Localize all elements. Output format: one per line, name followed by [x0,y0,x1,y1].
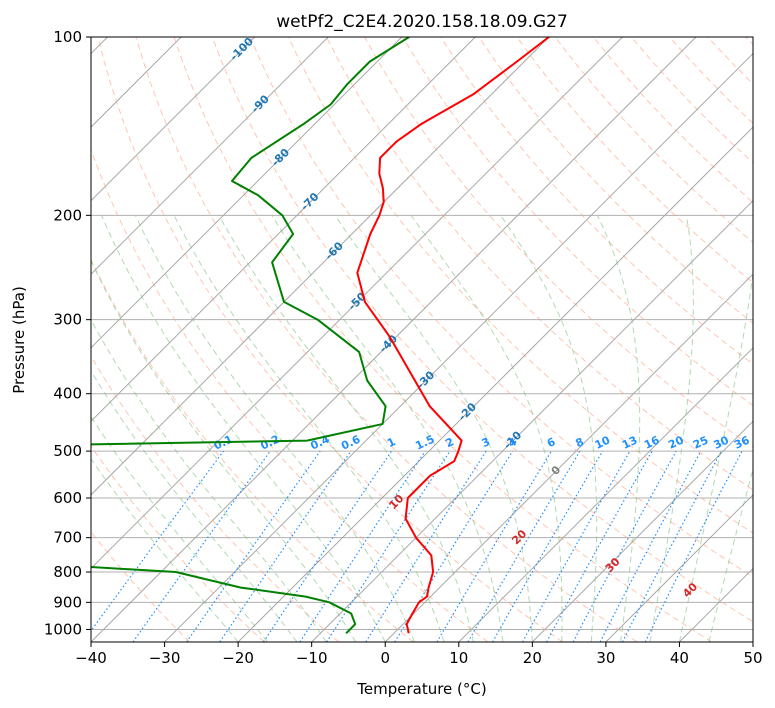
mixing-ratio-label: 16 [642,433,662,451]
plot-frame [90,36,754,643]
isotherm-line [458,347,753,642]
mixing-ratio-line [299,450,426,642]
x-tick-label: 30 [596,649,615,667]
y-tick-label: 700 [53,529,82,547]
y-tick-label: 100 [53,28,82,46]
y-tick-label: 300 [53,311,82,329]
y-axis: 100 200 300 400 500 600 700 800 900 1000 [44,28,91,638]
x-axis: −40 −30 −20 −10 0 10 20 30 40 50 [75,642,763,667]
mixing-ratio-label: 13 [620,434,639,452]
x-tick-label: 20 [523,649,542,667]
mixing-ratio-label: 20 [666,433,686,451]
x-tick-label: −30 [149,649,181,667]
y-tick-label: 1000 [44,620,82,638]
moist-adiabat [134,215,416,642]
mixing-ratio-label: 30 [711,433,731,451]
isotherm-line [91,37,697,642]
mixing-ratio-label: 10 [593,433,613,451]
isotherm-line [91,37,403,349]
dry-adiabat [91,355,340,642]
chart-title: wetPf2_C2E4.2020.158.18.09.G27 [276,12,568,32]
mixing-ratio-line [521,450,631,642]
mixing-ratio-line [91,450,224,632]
mixing-ratio-line [394,450,514,642]
dry-adiabat [97,37,563,642]
mixing-ratio-line [546,450,653,642]
x-tick-label: −20 [222,649,254,667]
x-tick-label: 10 [449,649,468,667]
isotherm-line [91,37,476,423]
moist-adiabat [91,457,239,642]
temperature-line [356,37,550,634]
isotherm-line [91,37,256,202]
dry-adiabat [135,37,638,642]
isotherm-line [164,52,753,642]
isotherm-line [91,37,329,275]
mixing-ratio-label: 36 [732,433,752,451]
dry-adiabat [173,37,713,642]
mixing-ratio-line [644,450,743,642]
isotherm-line [605,494,753,642]
mixing-ratio-line [219,450,352,642]
x-tick-label: −40 [75,649,107,667]
moist-adiabat [678,270,753,642]
moist-adiabat [410,215,563,642]
isotherm-line [91,37,623,570]
moist-adiabat [173,215,445,642]
isotherm-line [384,273,753,642]
y-tick-label: 200 [53,206,82,224]
moist-adiabat [218,215,474,642]
moist-adiabat [91,415,268,642]
isotherm-line [91,37,550,496]
moist-adiabat [271,215,504,642]
mixing-ratio-line [132,450,271,642]
dewpoint-line [91,37,410,635]
y-tick-label: 600 [53,489,82,507]
moist-adiabat [334,215,533,642]
mixing-ratio-line [186,450,321,642]
y-axis-label: Pressure (hPa) [10,286,28,394]
isotherm-line [531,420,753,642]
x-tick-label: 50 [743,649,762,667]
dry-adiabat [211,37,753,623]
moist-adiabat [101,215,386,642]
dry-adiabat [326,37,753,491]
x-tick-label: 0 [380,649,390,667]
mixing-ratio-line [572,450,677,642]
background-lines [91,37,753,642]
y-tick-label: 900 [53,593,82,611]
sounding-series [91,37,550,635]
moist-adiabat [91,318,327,642]
y-tick-label: 800 [53,563,82,581]
moist-adiabat [91,369,298,642]
mixing-ratio-label: 25 [691,434,710,452]
y-tick-label: 400 [53,385,82,403]
mixing-ratio-line [262,450,392,642]
moist-adiabat [649,215,694,642]
isotherm-line [237,126,753,642]
moist-adiabat [596,215,641,642]
x-tick-label: −10 [296,649,328,667]
dry-adiabat [91,258,414,642]
dry-adiabat [249,37,753,578]
dry-adiabat [91,445,265,642]
y-tick-label: 500 [53,442,82,460]
mixing-ratio-line [326,450,451,642]
x-tick-label: 40 [670,649,689,667]
x-axis-label: Temperature (°C) [356,680,486,698]
dry-adiabat [287,37,753,534]
